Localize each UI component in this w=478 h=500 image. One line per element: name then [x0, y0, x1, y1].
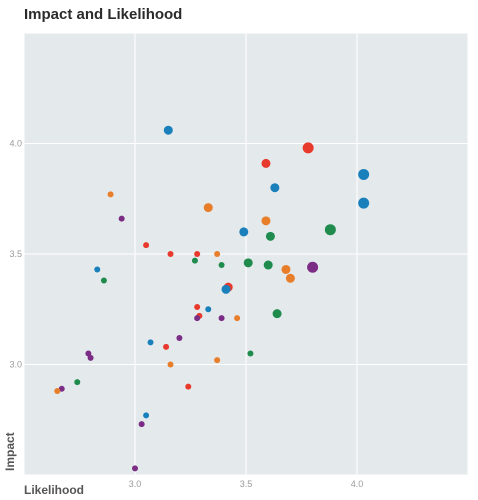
data-point [358, 168, 370, 180]
data-point [185, 383, 192, 390]
data-point [247, 350, 254, 357]
x-tick-label: 3.5 [240, 479, 253, 489]
data-point [191, 257, 198, 264]
data-point [285, 273, 295, 283]
data-point [163, 343, 170, 350]
data-point [58, 385, 65, 392]
data-point [203, 203, 213, 213]
data-point [194, 304, 201, 311]
data-point [265, 231, 275, 241]
data-point [87, 354, 94, 361]
data-point [100, 277, 107, 284]
x-tick-label: 3.0 [129, 479, 142, 489]
data-point [221, 284, 231, 294]
y-tick-label: 4.0 [9, 139, 22, 149]
data-point [167, 251, 174, 257]
data-point [94, 266, 101, 273]
x-axis-title: Likelihood [24, 483, 84, 497]
data-point [74, 379, 81, 386]
data-point [358, 197, 370, 209]
gridlines [23, 32, 469, 476]
data-point [218, 315, 225, 322]
data-point [302, 142, 314, 154]
tick-labels: 3.0 3.5 4.0 3.0 3.5 4.0 [9, 139, 363, 490]
y-axis-title: Impact [3, 432, 17, 471]
data-point [176, 334, 183, 341]
data-point [118, 215, 125, 222]
data-points [54, 125, 370, 472]
data-point [138, 421, 145, 428]
data-point [194, 251, 201, 257]
data-point [214, 251, 221, 257]
data-point [239, 227, 249, 237]
data-point [307, 261, 319, 273]
data-point [107, 191, 114, 198]
data-point [281, 264, 291, 274]
data-point [143, 242, 150, 249]
y-tick-label: 3.5 [9, 249, 22, 259]
data-point [132, 465, 138, 472]
data-point [167, 361, 174, 368]
data-point [263, 260, 273, 270]
data-point [214, 357, 221, 364]
y-tick-label: 3.0 [9, 360, 22, 370]
data-point [147, 339, 154, 346]
data-point [272, 309, 282, 319]
data-point [54, 388, 61, 395]
data-point [218, 262, 225, 269]
data-point [324, 224, 336, 236]
data-point [234, 315, 241, 322]
data-point [143, 412, 150, 419]
chart-title: Impact and Likelihood [24, 6, 183, 23]
data-point [261, 216, 271, 226]
data-point [85, 350, 92, 357]
data-point [163, 125, 173, 135]
data-point [243, 258, 253, 268]
x-tick-label: 4.0 [351, 479, 364, 489]
data-point [194, 315, 201, 322]
data-point [261, 158, 271, 168]
data-point [270, 183, 280, 193]
data-point [205, 306, 212, 313]
